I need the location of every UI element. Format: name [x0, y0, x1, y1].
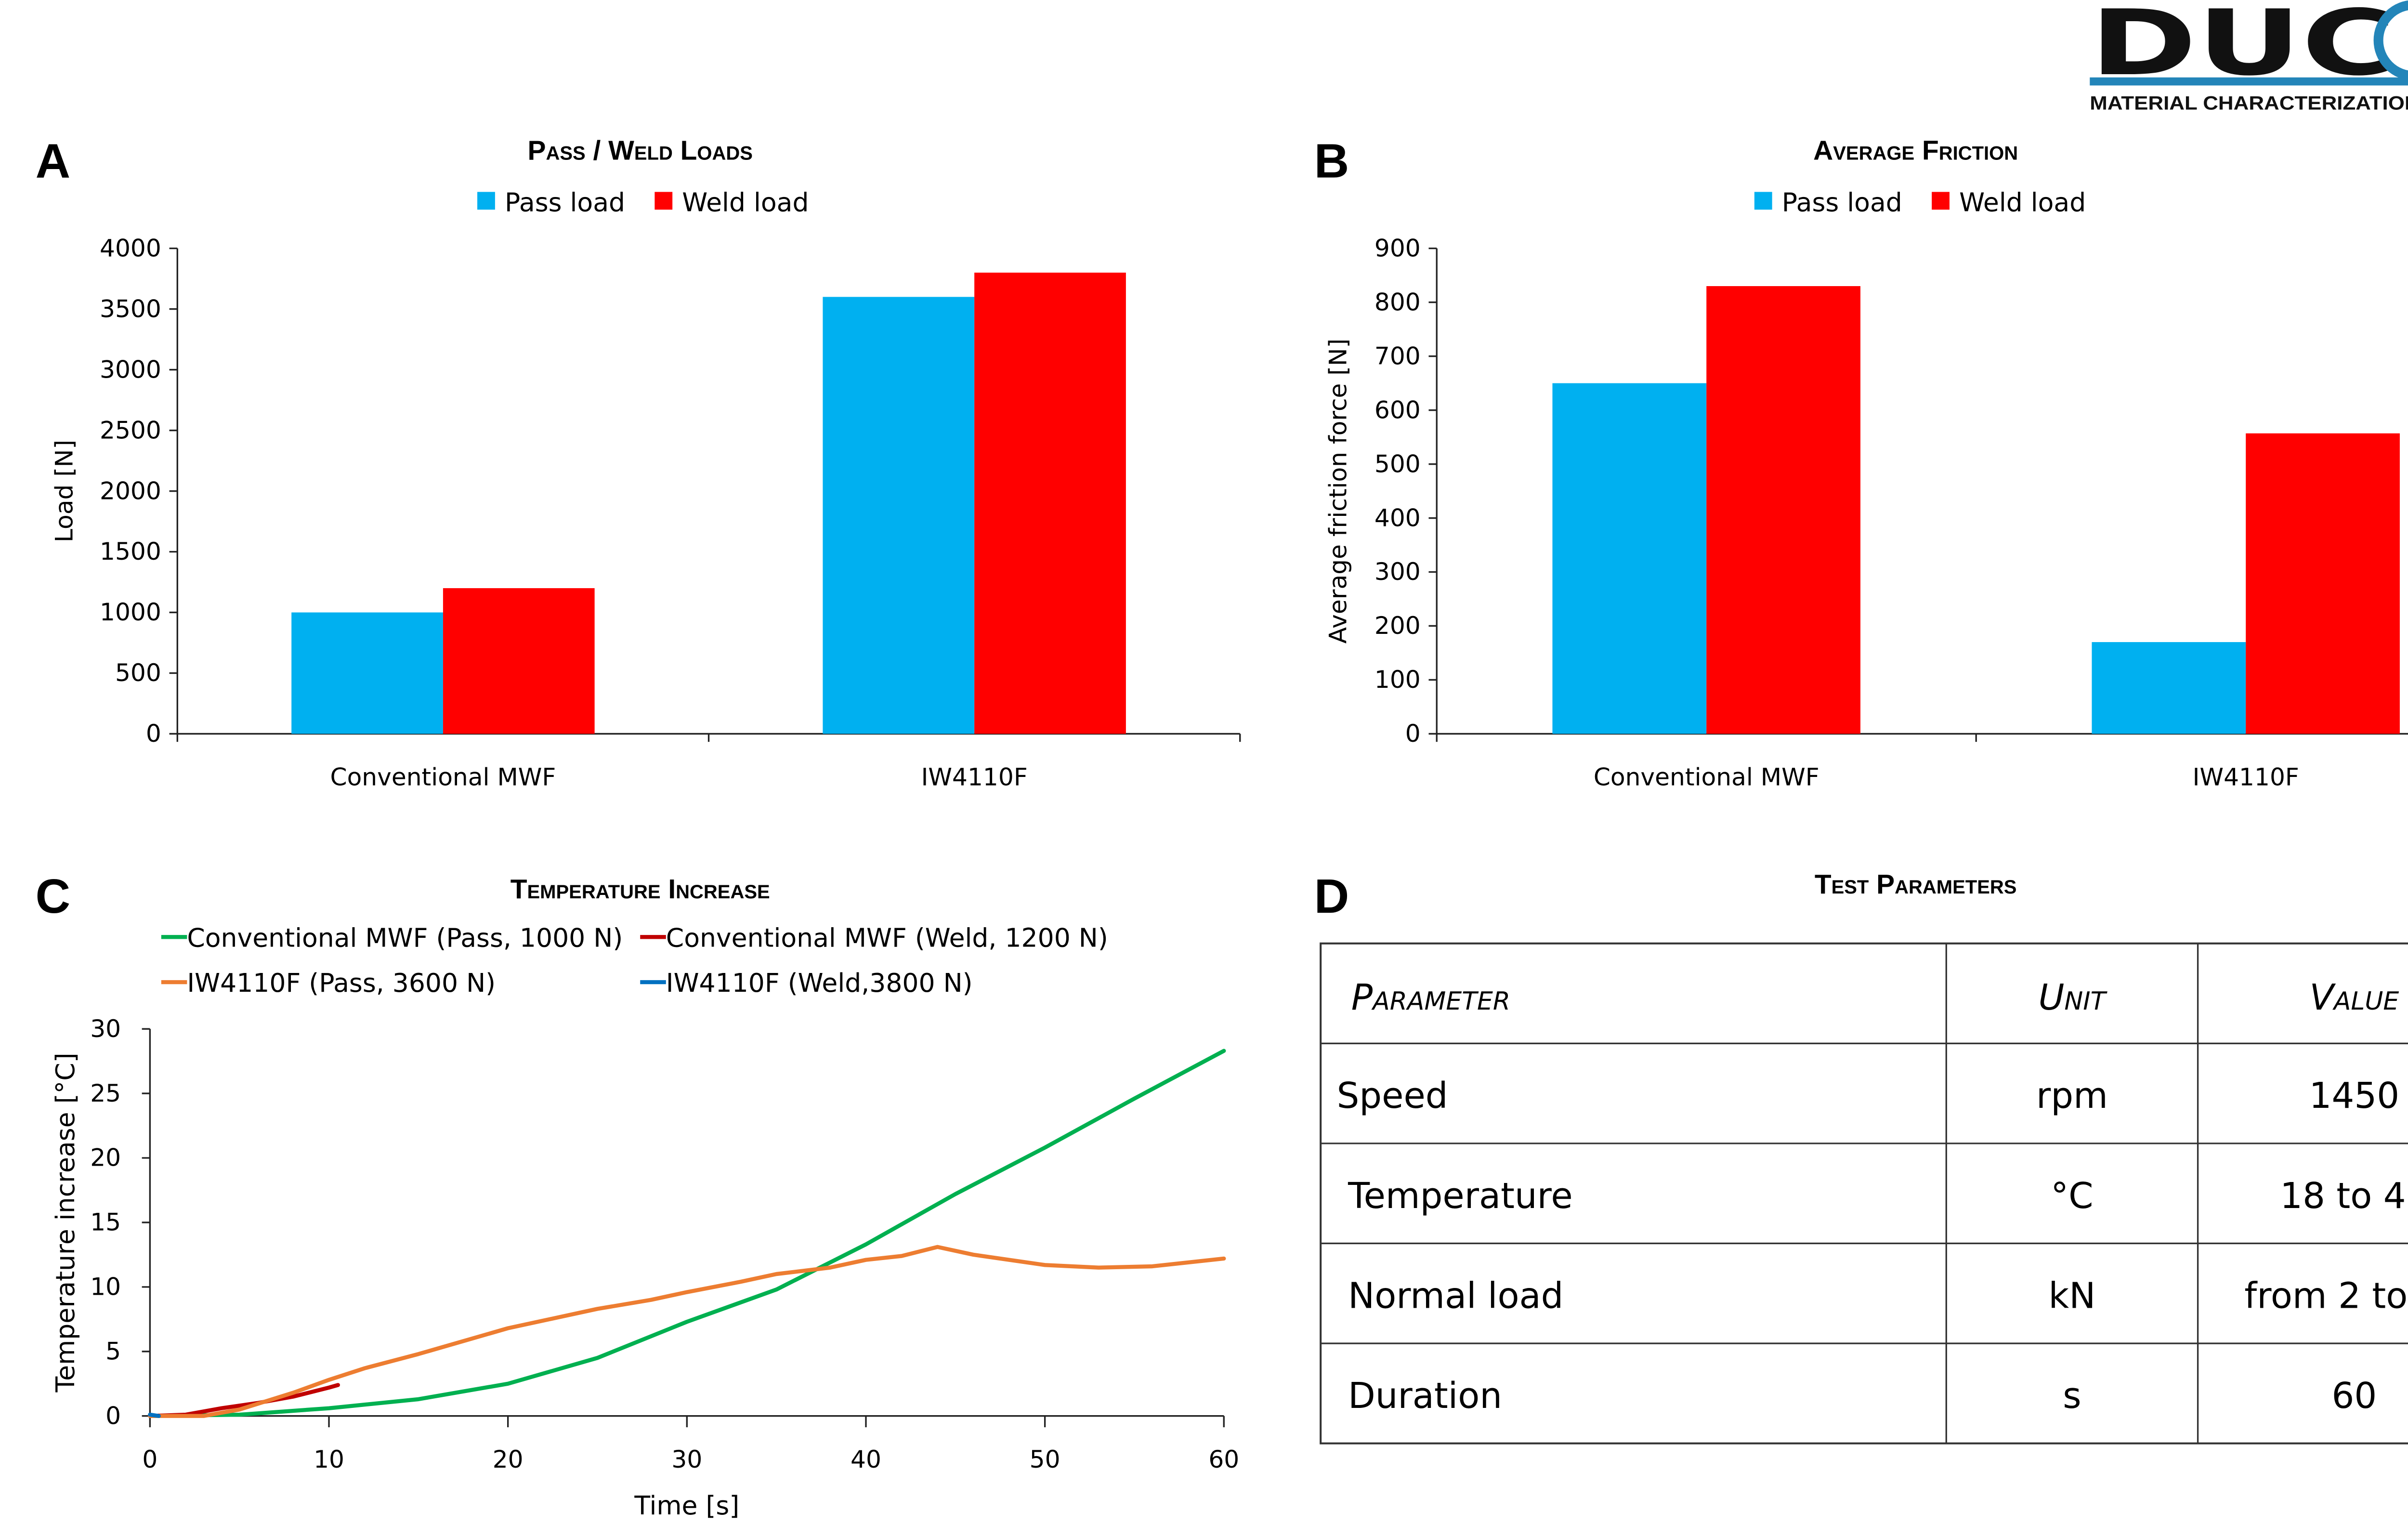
y-tick-label: 500 [115, 658, 161, 687]
parameters-table: Parameter Unit Value Speed rpm 1450 Temperatur… [1320, 942, 2408, 1445]
table-header: Unit [2038, 977, 2107, 1018]
x-tick-label: 60 [1208, 1445, 1239, 1473]
x-tick-label: Conventional MWF [330, 763, 556, 791]
panel-letter-a: A [36, 134, 71, 188]
table-cell: Duration [1348, 1376, 1502, 1417]
y-tick-label: 400 [1374, 503, 1421, 532]
y-tick-label: 600 [1374, 395, 1421, 424]
y-tick-label: 0 [1405, 719, 1421, 748]
y-tick-label: 20 [90, 1143, 121, 1172]
table-cell: rpm [2036, 1076, 2108, 1117]
panel-letter-c: C [36, 869, 71, 923]
table-cell: 60 [2332, 1376, 2377, 1417]
legend-swatch [1754, 192, 1772, 210]
table-cell: Speed [1337, 1076, 1448, 1117]
x-tick-label: Conventional MWF [1594, 763, 1819, 791]
table-cell: °C [2051, 1176, 2093, 1217]
bar-weld [1706, 286, 1860, 734]
y-tick-label: 5 [105, 1337, 121, 1366]
y-tick-label: 1000 [100, 598, 161, 626]
x-tick-label: 40 [851, 1445, 881, 1473]
bar-pass [2092, 642, 2246, 734]
panel-letter-b: B [1314, 134, 1349, 188]
y-tick-label: 3000 [100, 355, 161, 383]
x-tick-label: 10 [314, 1445, 344, 1473]
chart-title: Temperature Increase [510, 874, 770, 905]
y-axis-label: Temperature increase [°C] [50, 1052, 80, 1392]
legend-label: Conventional MWF (Pass, 1000 N) [187, 922, 623, 953]
bar-weld [443, 588, 595, 734]
x-tick-label: IW4110F [2193, 763, 2299, 791]
y-tick-label: 500 [1374, 449, 1421, 478]
legend-swatch [654, 192, 673, 210]
bar-pass [1552, 383, 1707, 734]
table-cell: Temperature [1348, 1176, 1573, 1217]
legend-label: Pass load [1782, 187, 1902, 218]
x-tick-label: IW4110F [921, 763, 1028, 791]
chart-title: Average Friction [1813, 135, 2018, 166]
bar-pass [823, 297, 975, 734]
y-tick-label: 15 [90, 1208, 121, 1236]
y-tick-label: 2500 [100, 416, 161, 444]
series-line [148, 1412, 161, 1418]
table-title: Test Parameters [1815, 869, 2017, 900]
y-tick-label: 800 [1374, 288, 1421, 316]
bar-weld [974, 273, 1126, 734]
series-line [148, 1049, 1226, 1418]
table-cell: Normal load [1348, 1275, 1563, 1316]
bar-weld [2246, 433, 2400, 734]
y-tick-label: 4000 [100, 234, 161, 262]
y-tick-label: 100 [1374, 665, 1421, 694]
y-axis-label: Average friction force [N] [1324, 339, 1352, 644]
y-tick-label: 200 [1374, 611, 1421, 640]
y-tick-label: 900 [1374, 234, 1421, 262]
y-tick-label: 30 [90, 1014, 121, 1043]
chart-b: Average Friction Pass load Weld load 0 100 20… [1324, 135, 2408, 791]
table-cell: 1450 [2309, 1076, 2399, 1117]
chart-a: Pass / Weld Loads Pass load Weld load 0 500 1… [50, 135, 1241, 791]
chart-c: Temperature Increase Conventional MWF (Pa… [50, 874, 1239, 1521]
y-tick-label: 2000 [100, 476, 161, 505]
y-tick-label: 0 [146, 719, 161, 748]
x-tick-label: 30 [671, 1445, 702, 1473]
chart-title: Pass / Weld Loads [527, 135, 752, 166]
legend-label: Weld load [1959, 187, 2086, 218]
y-axis-label: Load [N] [50, 440, 79, 542]
x-tick-label: 50 [1030, 1445, 1060, 1473]
y-tick-label: 700 [1374, 342, 1421, 370]
table-cell: from 2 to 12 [2244, 1275, 2408, 1316]
table-cell: s [2063, 1376, 2081, 1417]
legend-label: IW4110F (Pass, 3600 N) [187, 968, 496, 998]
y-tick-label: 300 [1374, 557, 1421, 586]
y-tick-label: 25 [90, 1079, 121, 1107]
legend-label: IW4110F (Weld,3800 N) [666, 968, 973, 998]
y-tick-label: 10 [90, 1273, 121, 1301]
table-border [1320, 942, 2408, 1445]
legend-label: Conventional MWF (Weld, 1200 N) [666, 922, 1108, 953]
panel-letter-d: D [1314, 869, 1349, 923]
table-header: Value [2309, 977, 2399, 1018]
table-header: Parameter [1351, 977, 1510, 1018]
table-cell: kN [2049, 1275, 2096, 1316]
legend-label: Weld load [682, 187, 809, 218]
logo-tagline: MATERIAL CHARACTERIZATION SYSTEMS [2090, 92, 2408, 114]
ducom-logo: DUC M MATERIAL CHARACTERIZATION SYSTEMS [2090, 0, 2408, 114]
y-tick-label: 1500 [100, 537, 161, 565]
series-line [148, 1245, 1226, 1418]
legend-swatch [1932, 192, 1950, 210]
x-axis-label: Time [s] [634, 1490, 739, 1521]
y-tick-label: 0 [105, 1401, 121, 1430]
table-cell: 18 to 40 [2280, 1176, 2408, 1217]
legend-label: Pass load [505, 187, 625, 218]
x-tick-label: 20 [493, 1445, 523, 1473]
bar-pass [291, 612, 443, 734]
x-tick-label: 0 [142, 1445, 157, 1473]
legend-swatch [477, 192, 495, 210]
y-tick-label: 3500 [100, 294, 161, 323]
